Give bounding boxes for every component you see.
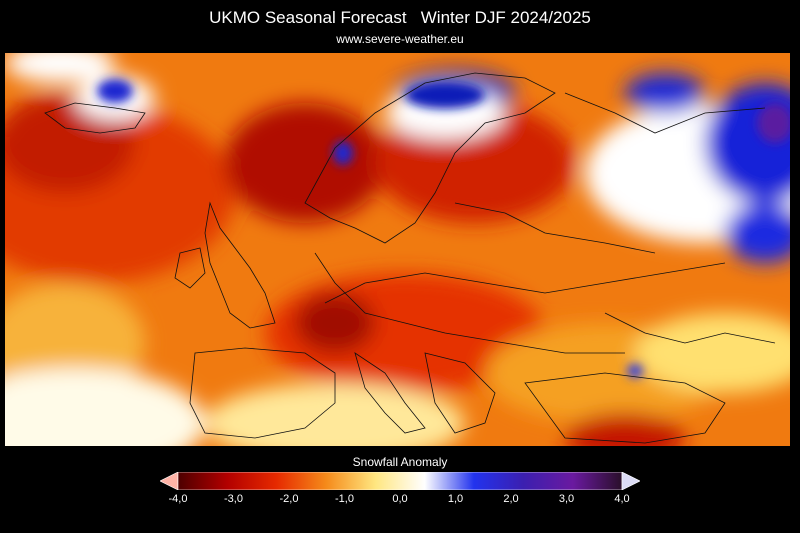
colorbar-tick-label: -3,0 (224, 493, 243, 505)
title-model: UKMO Seasonal Forecast (209, 8, 407, 27)
title-season: Winter DJF 2024/2025 (420, 8, 591, 27)
map-title: UKMO Seasonal Forecast Winter DJF 2024/2… (0, 8, 800, 28)
colorbar-tick-label: 0,0 (392, 493, 408, 505)
colorbar-tick-label: 4,0 (614, 493, 630, 505)
anomaly-map (5, 53, 790, 446)
anomaly-field (5, 53, 790, 446)
colorbar-scale (177, 472, 623, 490)
legend-title: Snowfall Anomaly (352, 455, 448, 469)
colorbar-tick-label: 2,0 (503, 493, 519, 505)
inner-borders (314, 252, 625, 354)
colorbar-tick-label: -4,0 (168, 493, 188, 505)
colorbar-tick-label: 3,0 (558, 493, 575, 505)
balkans-outline (424, 352, 496, 434)
colorbar (160, 472, 640, 490)
map-svg (5, 53, 790, 446)
central-europe-border (324, 262, 726, 304)
ireland-outline (174, 247, 206, 289)
colorbar-tick-label: -1,0 (335, 493, 354, 505)
turkey-outline (524, 372, 726, 444)
baltic-borders (454, 202, 656, 254)
colorbar-tick-label: 1,0 (447, 493, 464, 505)
colorbar-over-arrow (621, 472, 640, 490)
arctic-coast (564, 92, 766, 134)
great-britain-outline (204, 201, 276, 329)
colorbar-under-arrow (160, 472, 179, 490)
iberia-outline (189, 347, 336, 439)
caspian-region (604, 312, 776, 344)
colorbar-tick-label: -2,0 (279, 493, 299, 505)
italy-outline (354, 352, 426, 434)
iceland-outline (44, 102, 146, 134)
source-url: www.severe-weather.eu (336, 32, 464, 46)
title-gap (407, 8, 421, 27)
scandinavia-outline (304, 72, 556, 244)
colorbar-ticks: -4,0 -3,0 -2,0 -1,0 0,0 1,0 2,0 3,0 4,0 (0, 493, 800, 509)
coastlines (44, 72, 776, 444)
anomaly-detail (97, 79, 790, 378)
